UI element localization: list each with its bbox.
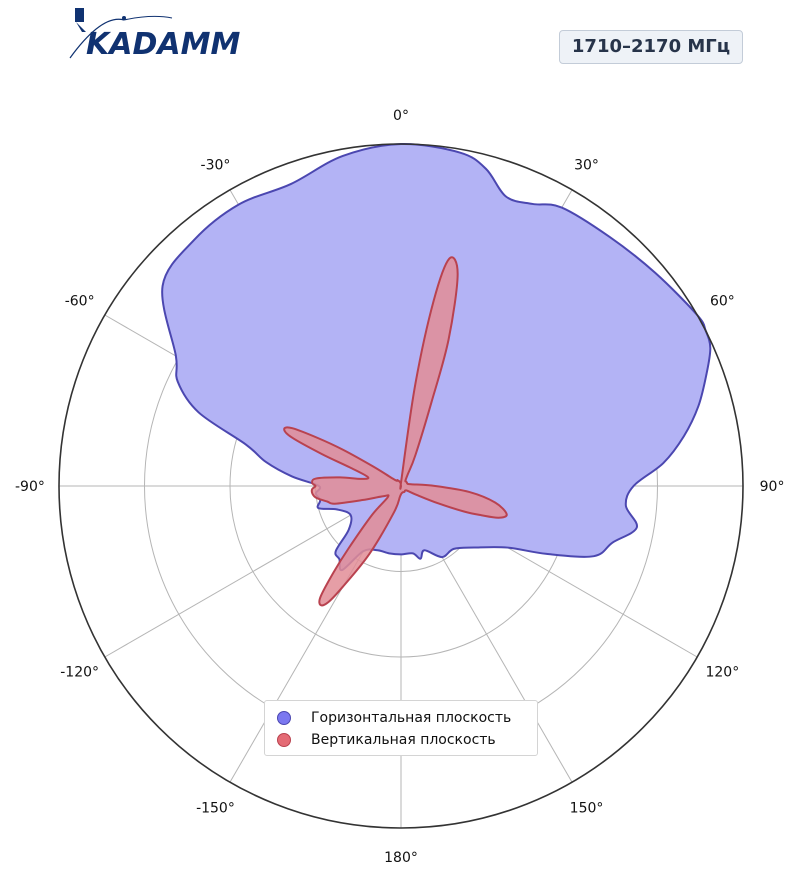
frequency-badge: 1710–2170 МГц	[559, 30, 743, 64]
legend: Горизонтальная плоскость Вертикальная пл…	[264, 700, 538, 756]
polar-outer-ring	[58, 143, 744, 829]
angle-tick-label-5: 150°	[570, 800, 604, 816]
angle-tick-label-1: 30°	[574, 158, 599, 174]
angle-tick-label-3: 90°	[760, 479, 785, 495]
legend-label-horizontal: Горизонтальная плоскость	[311, 710, 512, 726]
angular-tick-labels: 0° 30° 60° 90° 120° 150° 180° -150° -120° -90° -60…	[15, 108, 784, 866]
angle-tick-label-10: -60°	[65, 293, 95, 309]
angle-tick-label-11: -30°	[201, 158, 231, 174]
angle-tick-label-2: 60°	[710, 293, 735, 309]
series-layer	[161, 142, 712, 607]
angle-tick-label-9: -90°	[15, 479, 45, 495]
angle-tick-label-4: 120°	[705, 665, 739, 681]
legend-label-vertical: Вертикальная плоскость	[311, 732, 496, 748]
legend-item-vertical: Вертикальная плоскость	[277, 729, 496, 751]
angle-tick-label-8: -120°	[60, 665, 99, 681]
legend-marker-horizontal	[277, 711, 291, 725]
logo-text: KADAMM	[86, 27, 240, 62]
angle-tick-label-7: -150°	[196, 800, 235, 816]
series-vertical-plane	[283, 256, 508, 607]
angle-tick-label-6: 180°	[384, 850, 418, 866]
angle-tick-label-0: 0°	[393, 108, 409, 124]
legend-marker-vertical	[277, 733, 291, 747]
kadamm-logo: KADAMM	[62, 6, 272, 62]
legend-item-horizontal: Горизонтальная плоскость	[277, 707, 511, 729]
